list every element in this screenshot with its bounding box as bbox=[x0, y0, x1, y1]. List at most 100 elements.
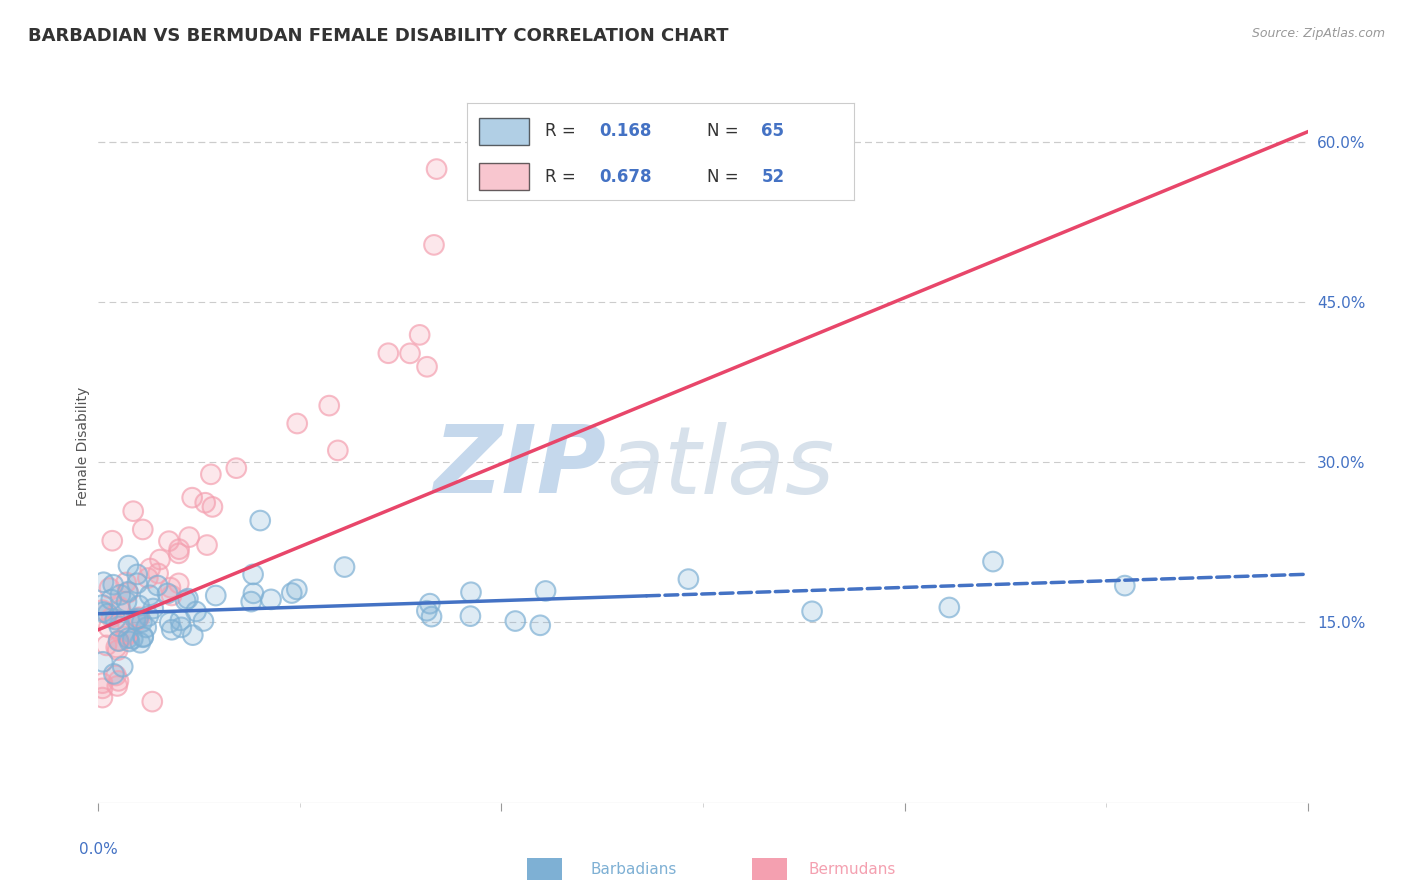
Point bbox=[534, 584, 557, 599]
Text: Barbadians: Barbadians bbox=[591, 863, 676, 877]
Point bbox=[159, 615, 181, 630]
Point bbox=[249, 514, 271, 528]
Point bbox=[128, 599, 150, 613]
Point bbox=[167, 546, 190, 560]
Point bbox=[167, 576, 190, 591]
Point bbox=[110, 603, 132, 617]
Point bbox=[204, 589, 226, 603]
Point bbox=[157, 534, 180, 549]
Point bbox=[132, 630, 155, 644]
Point bbox=[194, 496, 217, 510]
Point bbox=[125, 613, 148, 627]
Point bbox=[169, 613, 191, 627]
Point bbox=[91, 605, 114, 619]
Point bbox=[179, 530, 201, 544]
Point bbox=[141, 695, 163, 709]
Point bbox=[138, 588, 160, 602]
Point bbox=[505, 614, 527, 628]
Point bbox=[117, 631, 139, 645]
Point bbox=[159, 615, 181, 630]
Point bbox=[136, 609, 159, 624]
Point bbox=[200, 467, 222, 482]
Point bbox=[91, 690, 114, 705]
Point bbox=[240, 594, 263, 608]
Point bbox=[408, 327, 430, 342]
Point bbox=[100, 610, 122, 624]
Point bbox=[114, 629, 136, 643]
Point bbox=[111, 659, 134, 673]
Point bbox=[177, 591, 200, 606]
Point bbox=[281, 586, 304, 600]
Point bbox=[200, 467, 222, 482]
Point bbox=[399, 346, 422, 360]
Point bbox=[801, 604, 824, 618]
Point bbox=[115, 595, 138, 609]
Point bbox=[204, 589, 226, 603]
Point bbox=[128, 599, 150, 613]
Point bbox=[103, 578, 125, 592]
Point bbox=[117, 585, 139, 599]
Point bbox=[115, 575, 138, 590]
Point bbox=[416, 359, 439, 374]
Text: Source: ZipAtlas.com: Source: ZipAtlas.com bbox=[1251, 27, 1385, 40]
Point bbox=[107, 633, 129, 648]
Point bbox=[97, 620, 120, 634]
Point bbox=[460, 585, 482, 599]
Point bbox=[201, 500, 224, 514]
Point bbox=[419, 597, 441, 611]
Point bbox=[98, 581, 121, 595]
Point bbox=[127, 576, 149, 591]
Point bbox=[117, 585, 139, 599]
Point bbox=[260, 592, 283, 607]
Point bbox=[333, 560, 356, 574]
Point bbox=[194, 496, 217, 510]
Point bbox=[426, 162, 449, 177]
Point bbox=[127, 611, 149, 625]
Point bbox=[117, 558, 139, 573]
Point bbox=[100, 592, 122, 607]
Point bbox=[1114, 579, 1136, 593]
Point bbox=[149, 552, 172, 566]
Point bbox=[93, 575, 115, 590]
Point bbox=[107, 634, 129, 648]
Point bbox=[419, 597, 441, 611]
Point bbox=[122, 504, 145, 518]
Point bbox=[107, 634, 129, 648]
Point bbox=[156, 586, 179, 600]
Point bbox=[399, 346, 422, 360]
Point bbox=[129, 636, 152, 650]
Point bbox=[129, 636, 152, 650]
Point bbox=[285, 582, 308, 597]
Point bbox=[160, 589, 183, 603]
Point bbox=[100, 592, 122, 607]
Point bbox=[97, 620, 120, 634]
Point bbox=[156, 586, 179, 600]
Point bbox=[201, 500, 224, 514]
Point bbox=[160, 623, 183, 637]
Point bbox=[142, 601, 165, 615]
Point bbox=[101, 533, 124, 548]
Point bbox=[107, 673, 129, 688]
Point bbox=[104, 668, 127, 682]
Point bbox=[678, 572, 700, 586]
Point bbox=[139, 561, 162, 575]
Point bbox=[117, 631, 139, 645]
Point bbox=[170, 620, 193, 634]
Point bbox=[420, 609, 443, 624]
Point bbox=[426, 162, 449, 177]
Point bbox=[115, 595, 138, 609]
Point bbox=[160, 589, 183, 603]
Point bbox=[103, 667, 125, 681]
Point bbox=[242, 586, 264, 600]
Point bbox=[93, 575, 115, 590]
Point bbox=[91, 655, 114, 669]
Point bbox=[122, 504, 145, 518]
Point bbox=[97, 607, 120, 621]
Point bbox=[135, 620, 157, 634]
Point bbox=[108, 619, 131, 633]
Text: BARBADIAN VS BERMUDAN FEMALE DISABILITY CORRELATION CHART: BARBADIAN VS BERMUDAN FEMALE DISABILITY … bbox=[28, 27, 728, 45]
Point bbox=[981, 555, 1004, 569]
Point bbox=[118, 634, 141, 648]
Point bbox=[423, 238, 446, 252]
Point bbox=[132, 523, 155, 537]
